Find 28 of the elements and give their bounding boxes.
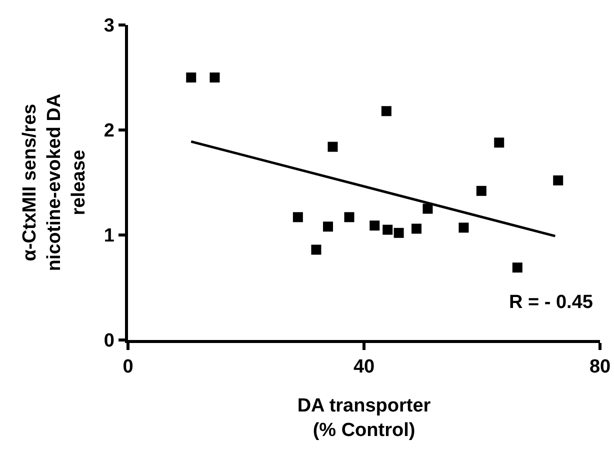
point	[381, 106, 392, 116]
point	[476, 186, 486, 196]
point	[370, 220, 380, 231]
y-tick-label: 3	[104, 16, 114, 37]
point	[494, 138, 504, 148]
point	[382, 224, 393, 235]
y-tick-label: 0	[104, 330, 114, 352]
point	[394, 228, 404, 238]
point	[422, 204, 433, 214]
annotation: R = - 0.45	[509, 292, 594, 313]
point	[186, 72, 196, 82]
point	[292, 212, 303, 222]
point	[210, 72, 220, 82]
point	[311, 244, 322, 255]
point	[328, 142, 338, 152]
point	[412, 224, 422, 234]
y-tick-label: 2	[104, 120, 114, 142]
x-tick-label: 80	[589, 356, 611, 378]
point	[553, 175, 564, 186]
point	[344, 212, 354, 222]
x-tick-label: 40	[353, 356, 375, 378]
x-tick-label: 0	[122, 356, 134, 378]
point	[323, 222, 334, 232]
y-tick-label: 1	[104, 226, 115, 247]
y-axis-title: α-CtxMII sens/res nicotine-evoked DA release	[19, 94, 90, 272]
point	[512, 262, 522, 273]
x-axis-title: DA transporter (% Control)	[297, 395, 432, 442]
point	[458, 222, 469, 233]
